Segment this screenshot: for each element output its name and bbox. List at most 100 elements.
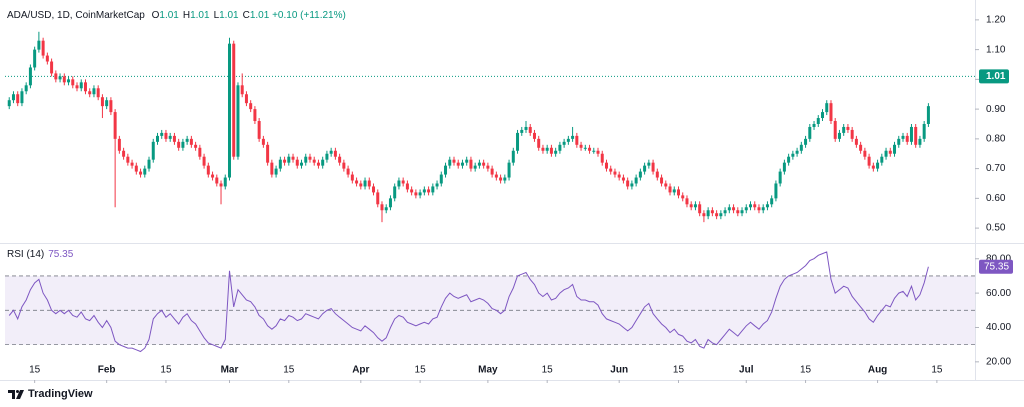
candle-body xyxy=(219,183,223,187)
candle-body xyxy=(105,100,109,107)
candle-body xyxy=(909,126,913,142)
x-tick-label: Mar xyxy=(221,365,239,376)
candle-body xyxy=(215,177,219,184)
candle-body xyxy=(867,156,871,166)
rsi-line xyxy=(8,251,929,353)
candle-body xyxy=(880,156,884,163)
candle-body xyxy=(499,177,503,181)
candle-body xyxy=(380,204,384,211)
candle-body xyxy=(338,156,342,163)
candle-body xyxy=(139,171,143,175)
candle-body xyxy=(325,153,329,160)
candle-body xyxy=(842,126,846,133)
candle-body xyxy=(685,198,689,205)
rsi-tick-label: 80.00 xyxy=(986,253,1011,264)
candle-body xyxy=(854,138,858,145)
candle-body xyxy=(33,49,37,68)
candle-body xyxy=(821,112,825,119)
candle-body xyxy=(83,82,87,92)
rsi-last-label: 75.35 xyxy=(984,261,1009,272)
candle-body xyxy=(240,85,244,95)
candle-body xyxy=(901,135,905,139)
candle-body xyxy=(168,135,172,139)
candle-body xyxy=(117,138,121,151)
candle-body xyxy=(384,207,388,211)
candle-body xyxy=(888,150,892,154)
candle-body xyxy=(304,156,308,163)
x-tick-label: 15 xyxy=(673,365,685,376)
candle-body xyxy=(660,177,664,184)
candle-body xyxy=(918,138,922,145)
candle-body xyxy=(689,204,693,208)
candle-body xyxy=(45,55,49,62)
x-tick-label: Jul xyxy=(739,365,754,376)
candle-body xyxy=(922,123,926,139)
candle-body xyxy=(62,76,66,83)
candle-body xyxy=(757,207,761,211)
candle-body xyxy=(92,88,96,95)
candle-body xyxy=(316,162,320,166)
candle-body xyxy=(596,150,600,154)
candle-body xyxy=(376,192,380,205)
x-tick-label: 15 xyxy=(800,365,812,376)
candle-body xyxy=(172,135,176,142)
candle-body xyxy=(54,73,58,80)
candle-body xyxy=(837,132,841,139)
y-tick-label: 0.50 xyxy=(986,223,1006,234)
candle-body xyxy=(715,213,719,217)
candle-body xyxy=(342,162,346,169)
candle-body xyxy=(727,207,731,211)
candle-body xyxy=(88,91,92,95)
candle-body xyxy=(401,180,405,184)
candle-body xyxy=(20,91,24,104)
candle-body xyxy=(740,210,744,214)
candle-body xyxy=(736,210,740,214)
candle-body xyxy=(181,141,185,148)
candle-body xyxy=(393,186,397,199)
candle-body xyxy=(418,192,422,196)
candle-body xyxy=(109,100,113,113)
symbol: ADA/USD, 1D, CoinMarketCap xyxy=(7,10,145,21)
ohlc-label: H xyxy=(182,10,191,21)
candle-body xyxy=(621,177,625,181)
rsi-last-box xyxy=(979,259,1013,274)
candle-body xyxy=(312,159,316,163)
candle-body xyxy=(223,177,227,187)
candle-body xyxy=(541,147,545,151)
candle-body xyxy=(227,43,231,178)
ohlc-value: 1.01 xyxy=(190,10,210,21)
change: +0.10 (+11.21%) xyxy=(272,10,346,21)
x-tick-label: Apr xyxy=(352,365,369,376)
candle-body xyxy=(456,162,460,166)
candle-body xyxy=(236,85,240,157)
candle-body xyxy=(291,156,295,160)
candle-body xyxy=(494,174,498,178)
candle-body xyxy=(388,198,392,208)
candle-body xyxy=(211,174,215,178)
candle-body xyxy=(427,189,431,193)
candle-body xyxy=(749,204,753,208)
last-price-label: 1.01 xyxy=(986,71,1006,82)
candle-body xyxy=(444,165,448,175)
candle-body xyxy=(232,43,236,157)
rsi-name: RSI (14) xyxy=(7,249,45,260)
candle-body xyxy=(350,174,354,181)
candle-body xyxy=(11,94,15,101)
candle-body xyxy=(134,165,138,172)
candle-body xyxy=(126,156,130,163)
candle-body xyxy=(592,150,596,152)
brand-logo xyxy=(8,389,24,399)
candle-body xyxy=(41,40,45,56)
candle-body xyxy=(702,213,706,217)
candle-body xyxy=(575,135,579,145)
candle-body xyxy=(300,162,304,166)
candle-body xyxy=(75,85,79,89)
candle-body xyxy=(664,183,668,187)
candle-body xyxy=(791,153,795,157)
brand-name: TradingView xyxy=(28,388,93,400)
candle-body xyxy=(876,162,880,169)
candle-body xyxy=(67,79,71,83)
candle-body xyxy=(160,132,164,136)
candle-body xyxy=(643,165,647,172)
